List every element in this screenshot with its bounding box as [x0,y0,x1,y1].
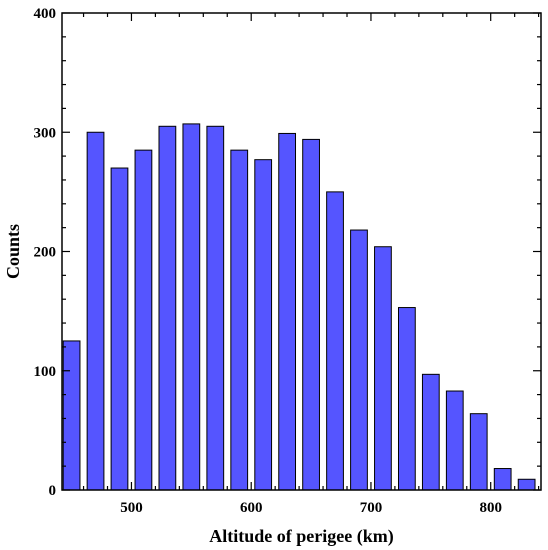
bar-550 [182,123,201,491]
x-tick-label: 600 [240,500,263,516]
plot-frame [61,12,542,491]
y-tick-label: 400 [34,6,57,22]
bar-530 [158,125,177,491]
x-tick-label: 800 [479,500,502,516]
y-axis-title: Counts [3,224,23,279]
bar-590 [230,149,249,491]
bar-750 [421,373,440,491]
bar-570 [206,125,225,491]
bar-630 [278,132,297,491]
x-tick-label: 500 [120,500,143,516]
bar-450 [62,340,81,491]
y-tick-label: 200 [34,245,57,261]
bar-790 [469,413,488,491]
y-tick-label: 300 [34,125,57,141]
bar-830 [517,478,536,491]
bar-810 [493,468,512,491]
bar-730 [397,307,416,491]
y-tick-label: 0 [49,483,57,499]
bar-690 [350,229,368,491]
y-tick-label: 100 [34,364,57,380]
bar-510 [134,149,153,491]
bar-770 [445,390,464,491]
bar-670 [326,191,344,491]
x-tick-label: 700 [360,500,383,516]
bar-470 [86,131,105,491]
bars-layer [62,123,536,491]
bar-610 [254,159,273,491]
bar-490 [110,167,129,491]
bar-650 [302,138,320,491]
x-axis-title: Altitude of perigee (km) [209,526,393,547]
bar-710 [374,246,392,491]
ticks-layer: 0 100 200 300 400 500 600 700 800 [34,6,541,516]
